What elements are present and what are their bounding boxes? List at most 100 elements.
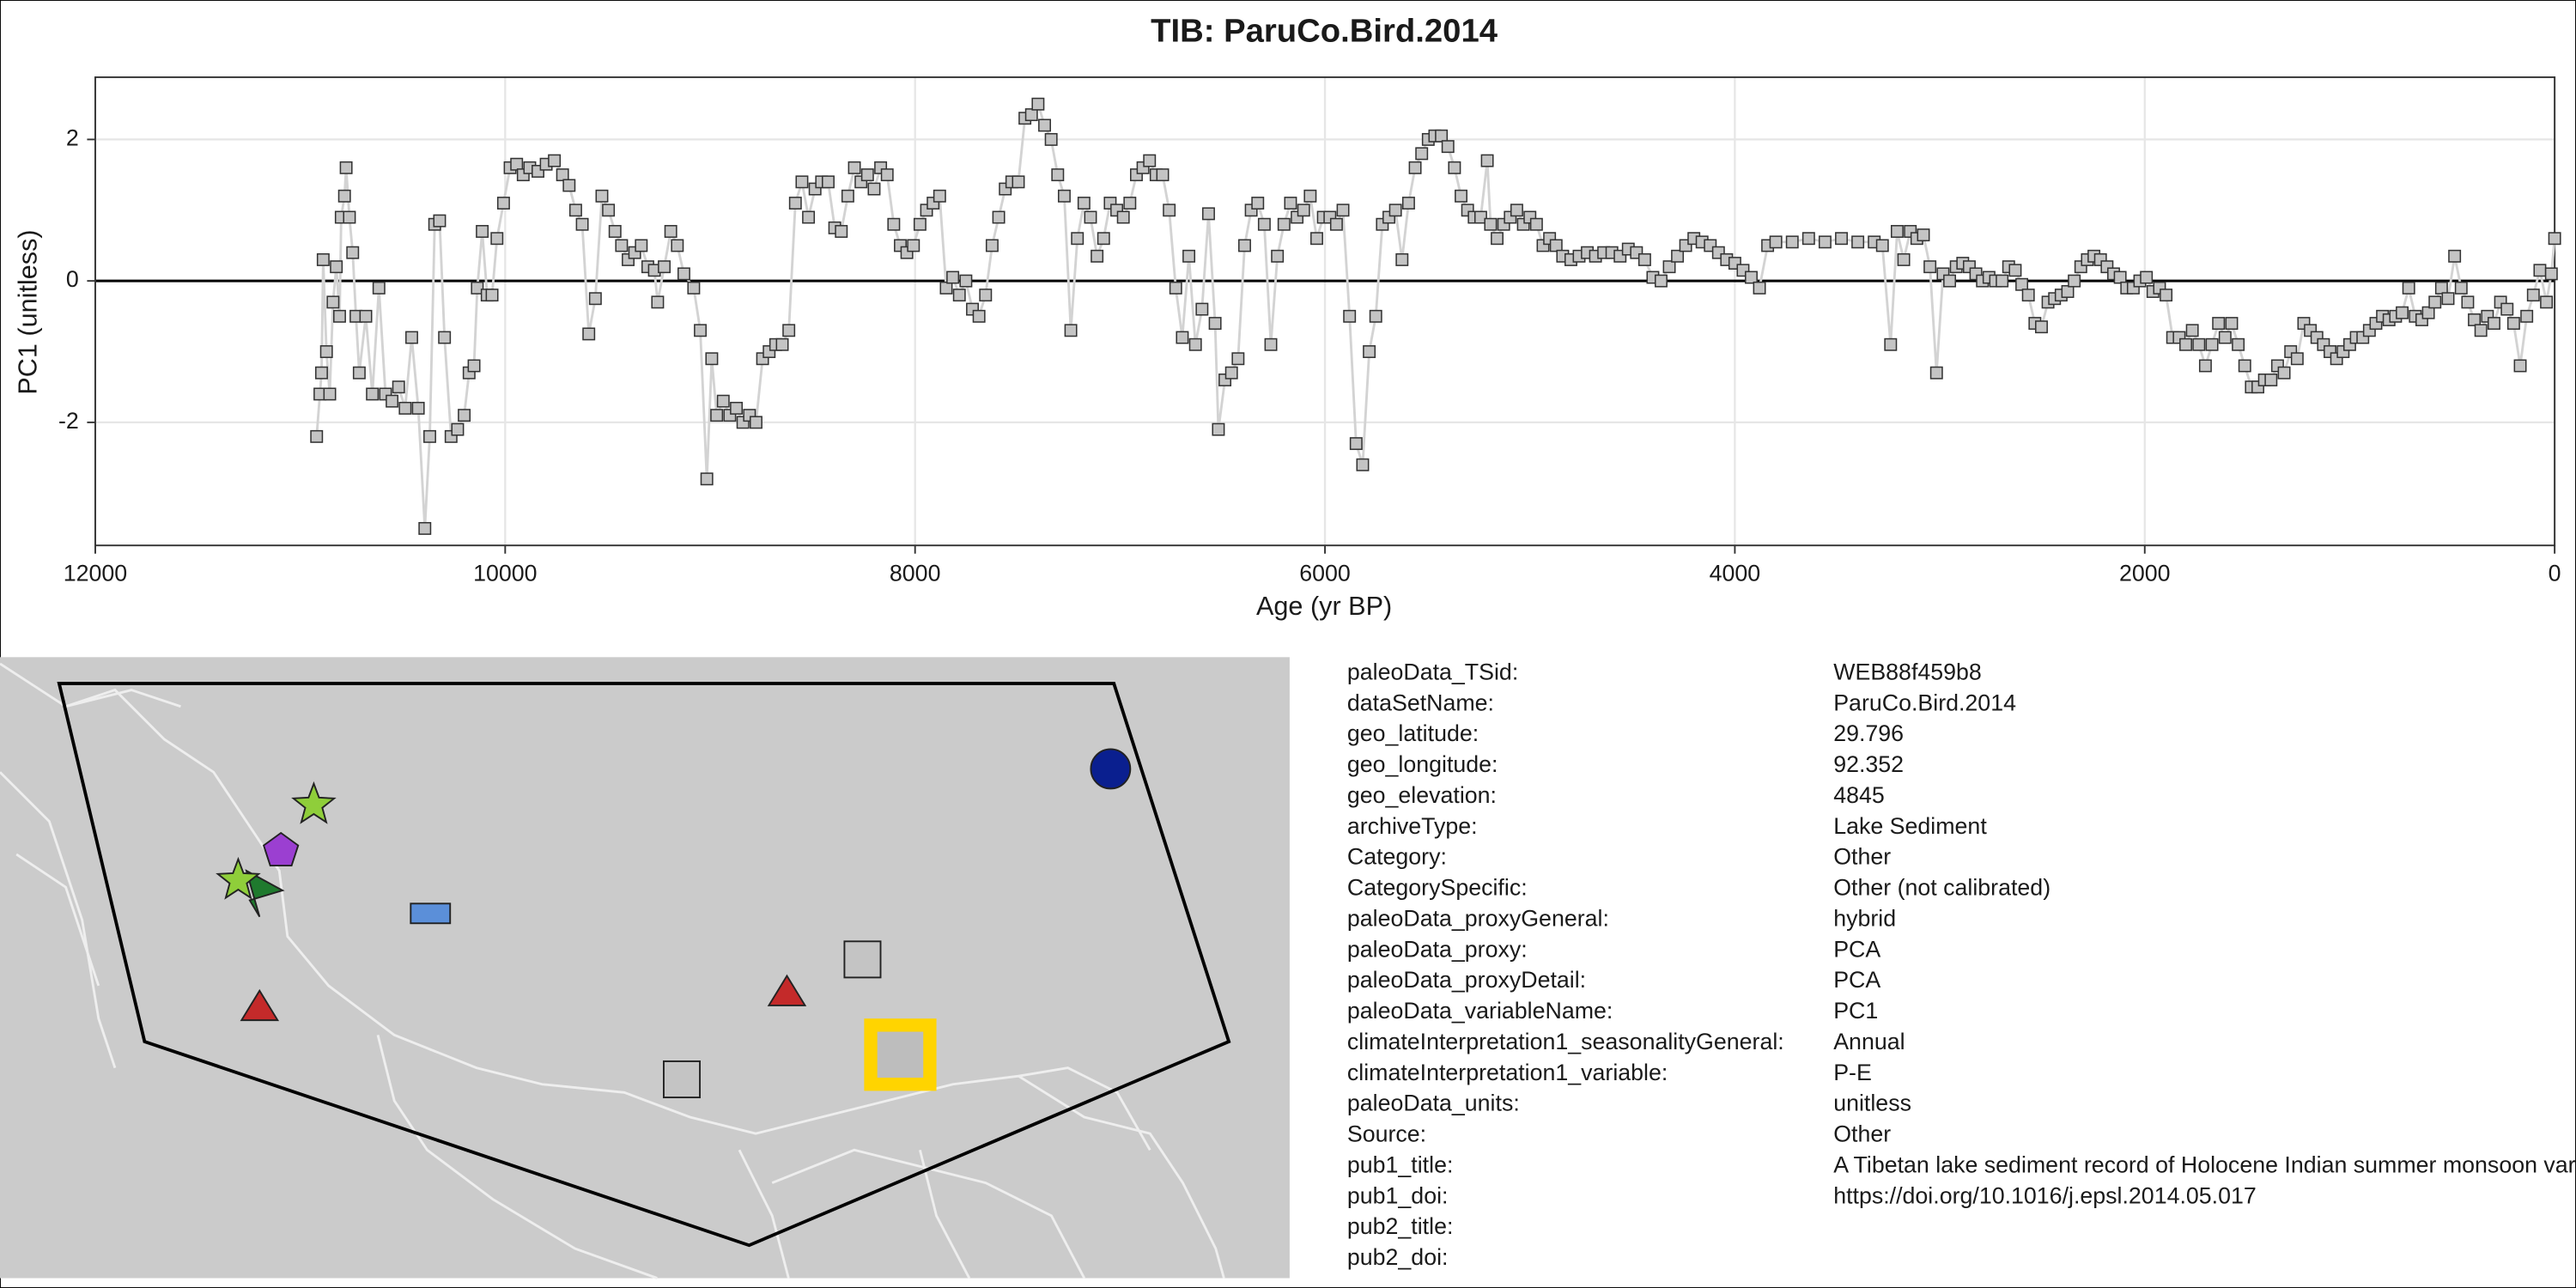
site-marker	[216, 856, 261, 900]
data-point	[1851, 235, 1865, 249]
map-background	[0, 657, 1290, 1279]
data-point	[835, 225, 848, 238]
site-marker	[410, 902, 452, 925]
data-point	[2468, 313, 2482, 326]
data-point	[1343, 309, 1357, 323]
meta-value: 92.352	[1833, 751, 1904, 777]
data-point	[1662, 260, 1676, 274]
data-point	[700, 472, 714, 486]
meta-key: climateInterpretation1_variable:	[1347, 1060, 1668, 1085]
data-point	[841, 189, 854, 203]
data-point	[1943, 274, 1957, 288]
data-point	[398, 401, 412, 415]
meta-key: pub2_doi:	[1347, 1244, 1449, 1270]
data-point	[1655, 274, 1668, 288]
data-point	[1356, 458, 1370, 471]
data-point	[946, 270, 960, 284]
data-point	[1329, 217, 1343, 231]
meta-value: ParuCo.Bird.2014	[1833, 690, 2016, 715]
data-point	[1071, 232, 1084, 246]
data-point	[939, 281, 953, 295]
data-point	[802, 210, 816, 224]
meta-key: paleoData_proxyGeneral:	[1347, 906, 1609, 932]
data-point	[664, 225, 677, 238]
data-point	[1310, 232, 1323, 246]
data-point	[602, 204, 616, 217]
selected-site	[864, 1018, 937, 1091]
data-point	[490, 232, 504, 246]
data-point	[315, 366, 328, 380]
y-tick-label: 2	[66, 125, 79, 150]
data-point	[372, 281, 386, 295]
data-point	[433, 214, 447, 228]
data-point	[2548, 232, 2561, 246]
data-point	[1277, 217, 1291, 231]
data-point	[319, 345, 333, 358]
data-point	[2454, 281, 2468, 295]
data-point	[1890, 225, 1904, 238]
meta-value: WEB88f459b8	[1833, 659, 1982, 685]
map-borders	[0, 662, 1225, 1279]
data-point	[2448, 249, 2462, 263]
data-point	[635, 239, 648, 252]
plot-area: 12000 10000 8000 6000 4000 2000 0 -2 0 2	[58, 76, 2561, 586]
data-point	[2185, 324, 2199, 337]
data-point	[952, 289, 966, 302]
data-point	[1097, 232, 1110, 246]
data-point	[1202, 207, 1215, 221]
data-point	[1251, 197, 1265, 210]
data-point	[1637, 252, 1651, 266]
data-point	[359, 309, 373, 323]
meta-value: PC1	[1833, 998, 1878, 1024]
site-marker	[262, 831, 300, 867]
data-point	[2441, 292, 2455, 306]
data-point	[1031, 97, 1045, 111]
data-point	[1441, 140, 1455, 154]
data-point	[2061, 285, 2075, 298]
x-tick-label: 4000	[1710, 561, 1761, 586]
data-point	[386, 394, 399, 408]
data-point	[907, 239, 920, 252]
data-point	[1176, 331, 1189, 344]
x-axis-title: Age (yr BP)	[1256, 592, 1392, 621]
data-point	[1336, 204, 1350, 217]
data-point	[1923, 260, 1937, 274]
data-point	[1753, 281, 1766, 295]
x-tick-label: 12000	[64, 561, 127, 586]
data-point	[730, 401, 744, 415]
y-tick-label: 0	[66, 266, 79, 292]
data-point	[510, 157, 524, 171]
site-marker	[663, 1060, 702, 1099]
data-point	[575, 217, 589, 231]
data-point	[2290, 352, 2304, 366]
meta-value: Lake Sediment	[1833, 813, 1987, 839]
data-point	[2488, 317, 2500, 331]
meta-key: pub1_doi:	[1347, 1182, 1449, 1208]
data-point	[795, 175, 809, 189]
meta-value: hybrid	[1833, 906, 1896, 932]
data-point	[405, 331, 418, 344]
meta-key: geo_elevation:	[1347, 782, 1497, 808]
data-point	[677, 267, 690, 281]
data-point	[1491, 232, 1504, 246]
data-point	[1875, 239, 1889, 252]
data-point	[1024, 108, 1038, 122]
data-point	[750, 416, 762, 429]
data-point	[2140, 270, 2154, 284]
data-point	[2192, 337, 2206, 351]
data-point	[2277, 366, 2291, 380]
data-point	[1212, 422, 1225, 436]
data-point	[1818, 235, 1832, 249]
data-point	[1084, 210, 1097, 224]
data-point	[2540, 295, 2554, 309]
meta-value: Annual	[1833, 1029, 1905, 1054]
data-point	[2008, 264, 2022, 277]
data-point	[710, 409, 724, 422]
data-point	[2232, 337, 2245, 351]
data-point	[2238, 359, 2251, 373]
x-tick-label: 10000	[473, 561, 537, 586]
data-point	[562, 179, 576, 192]
data-point	[782, 324, 796, 337]
data-point	[556, 168, 569, 182]
data-point	[1484, 217, 1498, 231]
